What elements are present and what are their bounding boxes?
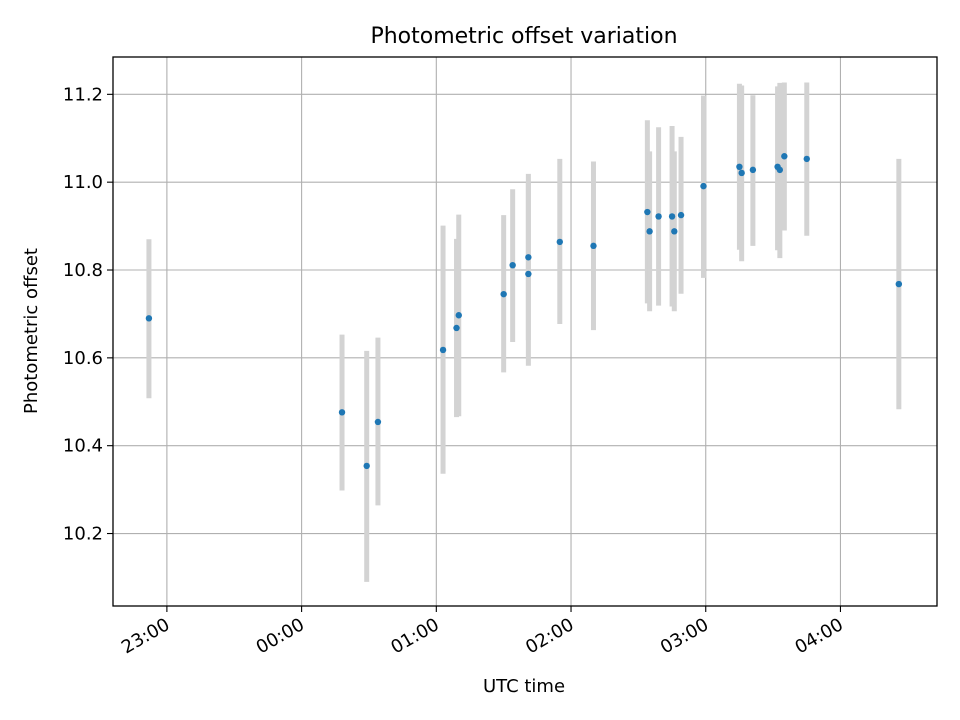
data-point	[700, 182, 707, 190]
x-tick-label: 04:00	[792, 614, 847, 658]
data-point	[590, 242, 597, 250]
y-tick-label: 10.4	[63, 436, 103, 457]
y-tick-label: 11.2	[63, 84, 103, 105]
data-point	[671, 228, 678, 235]
data-point	[668, 213, 676, 220]
data-point	[646, 228, 653, 235]
data-point	[374, 418, 382, 426]
data-point	[500, 290, 507, 298]
data-point	[525, 254, 532, 261]
data-point	[453, 324, 460, 332]
data-point	[803, 155, 810, 163]
x-ticks: 23:00 00:00 01:00 02:00 03:00 04:00	[118, 606, 847, 658]
y-tick-label: 10.2	[63, 524, 103, 545]
data-point	[525, 270, 532, 278]
plot-frame	[112, 56, 938, 607]
x-tick-label: 02:00	[522, 614, 577, 658]
y-axis-label: Photometric offset	[21, 248, 42, 414]
data-point	[509, 261, 516, 269]
x-tick-label: 01:00	[387, 614, 442, 658]
x-axis-label: UTC time	[483, 676, 565, 697]
y-tick-label: 11.0	[63, 172, 103, 193]
data-point	[749, 166, 757, 174]
data-points	[145, 153, 903, 470]
data-point	[781, 153, 788, 160]
data-point	[338, 409, 346, 416]
data-point	[556, 238, 564, 246]
x-tick-label: 00:00	[253, 614, 308, 658]
grid-lines	[113, 57, 937, 606]
data-point	[736, 163, 743, 170]
x-tick-label: 23:00	[118, 614, 173, 658]
data-point	[677, 211, 685, 219]
data-point	[644, 208, 651, 216]
data-point	[455, 312, 462, 319]
chart-title: Photometric offset variation	[370, 24, 677, 49]
data-point	[363, 462, 370, 470]
y-tick-label: 10.8	[63, 260, 103, 281]
y-ticks: 10.2 10.4 10.6 10.8 11.0 11.2	[63, 84, 113, 545]
x-tick-label: 03:00	[657, 614, 712, 658]
data-point	[776, 166, 784, 174]
y-tick-label: 10.6	[63, 348, 103, 369]
data-point	[655, 213, 662, 220]
data-point	[895, 280, 903, 288]
data-point	[738, 169, 745, 177]
data-point	[439, 346, 447, 354]
data-point	[145, 315, 153, 322]
